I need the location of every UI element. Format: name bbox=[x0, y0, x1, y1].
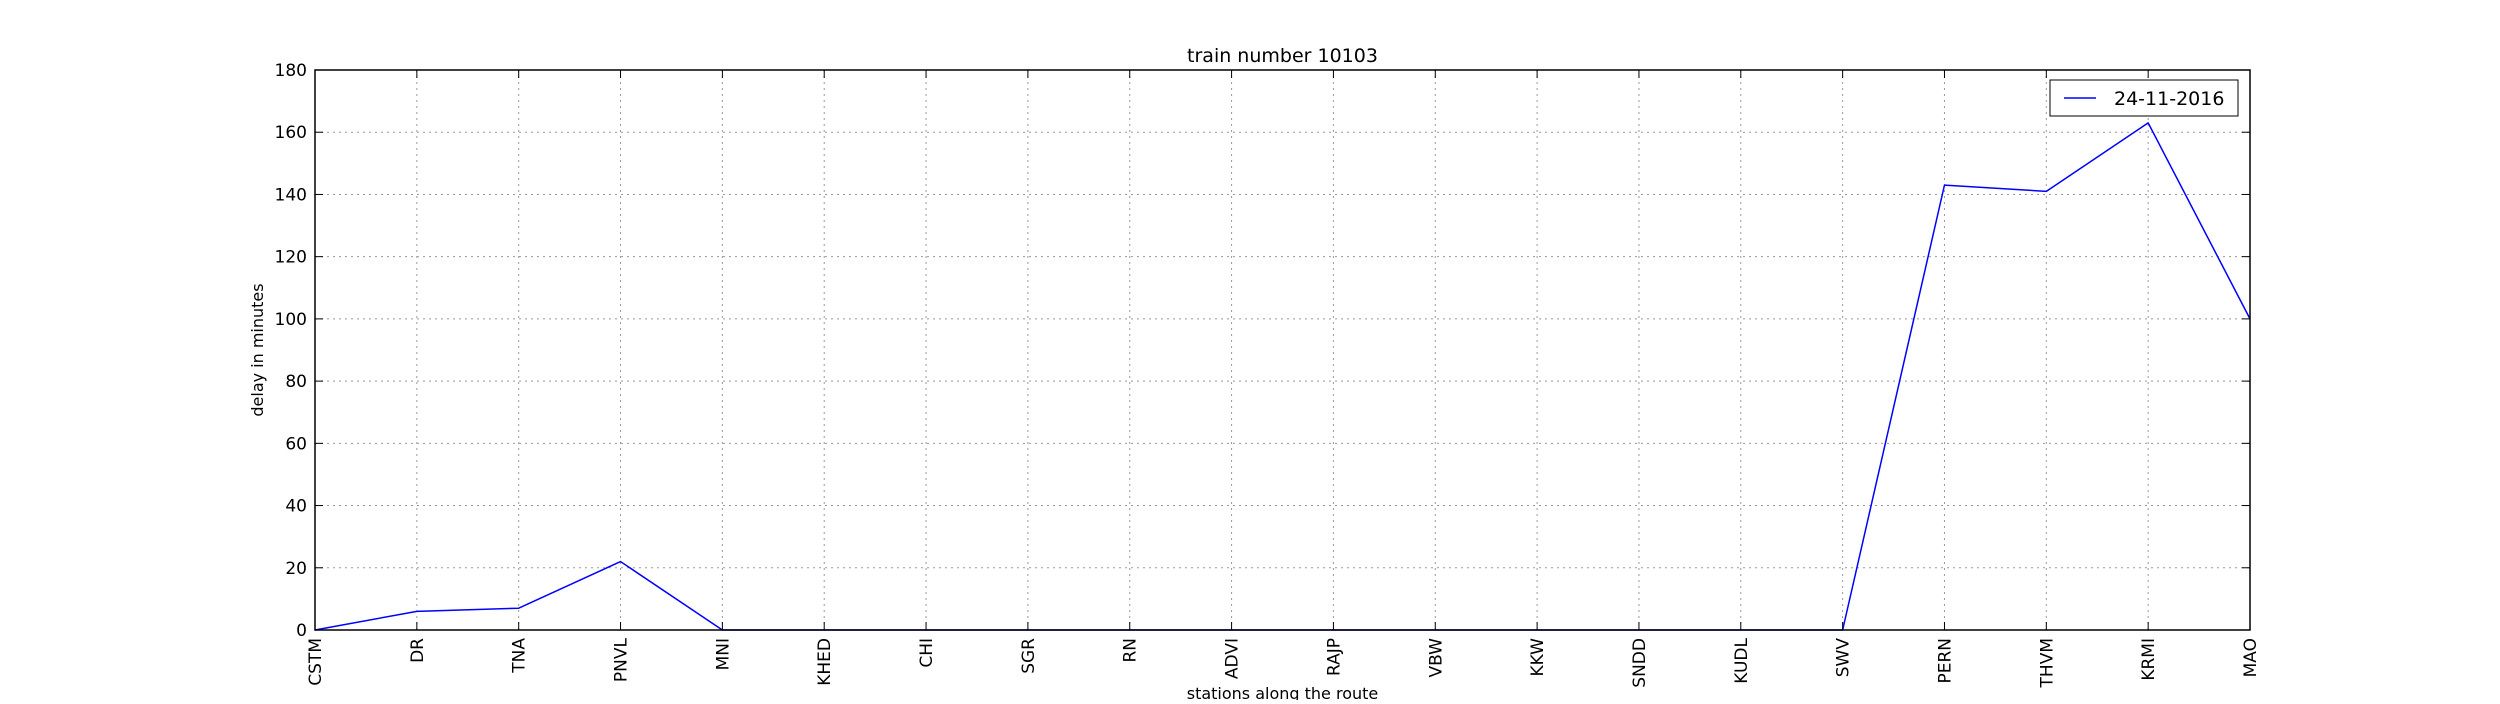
y-tick-label: 60 bbox=[285, 434, 307, 454]
x-tick-label: CHI bbox=[917, 638, 937, 668]
axis-ticks bbox=[314, 69, 2251, 631]
y-axis-label: delay in minutes bbox=[248, 283, 267, 416]
x-tick-label: SNDD bbox=[1630, 638, 1650, 688]
chart-title: train number 10103 bbox=[1187, 45, 1378, 67]
x-tick-label: KUDL bbox=[1732, 637, 1752, 683]
x-axis-label: stations along the route bbox=[1187, 684, 1379, 700]
x-tick-label: RAJP bbox=[1324, 638, 1344, 676]
y-tick-label: 100 bbox=[275, 310, 307, 330]
y-tick-label: 20 bbox=[285, 559, 307, 579]
x-tick-label: THVM bbox=[2037, 638, 2057, 688]
x-tick-label: MNI bbox=[713, 638, 733, 670]
legend-entry: 24-11-2016 bbox=[2114, 88, 2224, 110]
grid-lines bbox=[314, 69, 2251, 631]
y-tick-label: 160 bbox=[275, 123, 307, 143]
x-tick-label: KHED bbox=[815, 638, 835, 686]
series-lines bbox=[314, 122, 2251, 631]
x-tick-label: DR bbox=[408, 638, 428, 663]
x-tick-label: TNA bbox=[510, 638, 530, 674]
x-tick-label: ADVI bbox=[1223, 638, 1243, 679]
y-tick-label: 80 bbox=[285, 372, 307, 392]
y-tick-label: 120 bbox=[275, 248, 307, 268]
tick-labels: 0 20 40 60 80 100 120 140 160 180 CSTM DR TNA PNVL MNI… bbox=[275, 61, 2261, 688]
y-tick-label: 0 bbox=[296, 621, 307, 641]
x-tick-label: KRMI bbox=[2139, 638, 2159, 681]
x-tick-label: VBW bbox=[1426, 638, 1446, 678]
x-tick-label: MAO bbox=[2241, 638, 2261, 677]
x-tick-label: RN bbox=[1121, 638, 1141, 663]
legend: 24-11-2016 bbox=[2049, 79, 2239, 117]
x-tick-label: CSTM bbox=[306, 638, 326, 686]
y-tick-label: 40 bbox=[285, 497, 307, 517]
plot-frame bbox=[314, 69, 2251, 631]
series-line bbox=[314, 122, 2251, 631]
y-tick-label: 140 bbox=[275, 185, 307, 205]
x-tick-label: PNVL bbox=[612, 637, 632, 682]
x-tick-label: SGR bbox=[1019, 638, 1039, 674]
y-tick-label: 180 bbox=[275, 61, 307, 81]
x-tick-label: PERN bbox=[1935, 638, 1955, 684]
x-tick-label: KKW bbox=[1528, 638, 1548, 677]
x-tick-label: SWV bbox=[1834, 638, 1854, 678]
